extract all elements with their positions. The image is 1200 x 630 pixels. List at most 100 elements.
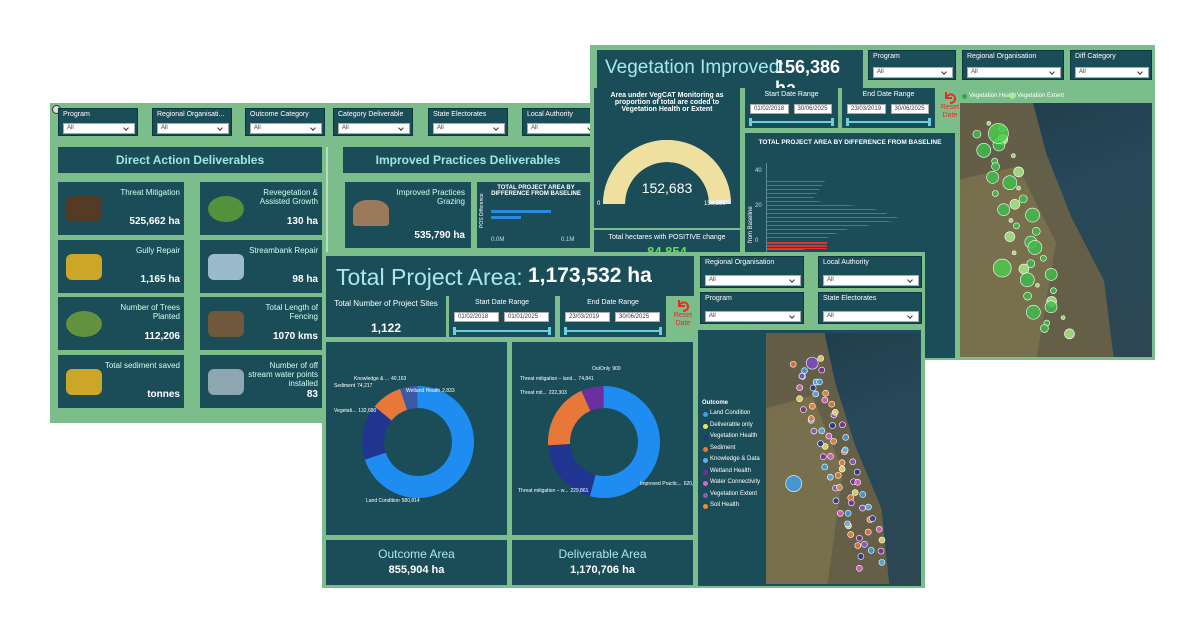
title-total: 1,173,532 ha xyxy=(528,264,652,287)
kpi-label: Number of Trees Planted xyxy=(120,303,180,321)
map-site xyxy=(834,472,842,479)
positive-label: Total hectares with POSITIVE change xyxy=(608,234,726,241)
date-range: End Date Range 23/03/2019 30/06/2025 xyxy=(560,296,666,337)
date-to[interactable]: 30/06/2025 xyxy=(615,312,660,322)
filter-select[interactable]: All xyxy=(250,123,322,134)
map-site xyxy=(789,360,797,368)
map-site xyxy=(854,478,862,486)
data-label-value: 580,814 xyxy=(402,498,420,504)
legend-dot xyxy=(703,423,708,429)
filter-label: Program xyxy=(705,295,732,302)
x-tick-label: 0.0M xyxy=(491,237,505,243)
date-to[interactable]: 01/01/2025 xyxy=(504,312,549,322)
map-legend: Vegetation Health Vegetation Extent xyxy=(962,93,1142,103)
chevron xyxy=(907,313,913,319)
graphic: Land Condition 580,814 Vegetati... 132,680 S… xyxy=(334,376,474,504)
filter-select[interactable]: All xyxy=(527,123,599,134)
filter-select[interactable]: All xyxy=(705,275,801,286)
filter-label: Regional Organisation xyxy=(705,259,775,266)
map-site xyxy=(1023,291,1032,301)
date-range: Start Date Range 01/02/2018 30/06/2025 xyxy=(745,88,838,128)
chevron xyxy=(789,313,795,319)
date-label: Start Date Range xyxy=(764,91,819,98)
filter: State Electorates All xyxy=(818,292,922,324)
donut-segment xyxy=(589,386,660,498)
gauge-fill xyxy=(603,140,731,204)
map-site xyxy=(867,547,875,554)
sites-card: Total Number of Project Sites 1,122 xyxy=(326,296,446,337)
donut-segment xyxy=(416,386,418,409)
slider-handle xyxy=(749,118,752,126)
date-from[interactable]: 23/03/2019 xyxy=(847,104,886,114)
date-to[interactable]: 30/06/2025 xyxy=(890,104,929,114)
reset-date[interactable]: Reset Date xyxy=(670,298,696,336)
map-site xyxy=(1013,166,1024,178)
date-to[interactable]: 30/06/2025 xyxy=(793,104,832,114)
map-site xyxy=(830,437,837,445)
map-site xyxy=(841,446,849,454)
title-box: Total Project Area: 1,173,532 ha xyxy=(326,256,694,296)
x-tick-label: 0.1M xyxy=(561,237,575,243)
date-from[interactable]: 01/02/2018 xyxy=(750,104,789,114)
date-from[interactable]: 23/03/2019 xyxy=(565,312,610,322)
map-site xyxy=(1044,300,1058,314)
area-value: 1,170,706 ha xyxy=(570,564,635,576)
reset-date[interactable]: Reset Date xyxy=(937,90,963,128)
filter-select[interactable]: All xyxy=(705,311,801,322)
bar xyxy=(491,210,551,213)
filter-select[interactable]: All xyxy=(338,123,410,134)
filter: Diff Category All xyxy=(1070,50,1152,80)
legend-label: Wetland Health xyxy=(710,467,751,474)
filter-select[interactable]: All xyxy=(967,67,1061,78)
slider-handle xyxy=(846,118,849,126)
filter-select[interactable]: All xyxy=(63,123,135,134)
map-site xyxy=(1013,222,1020,230)
filter-select[interactable]: All xyxy=(433,123,505,134)
donut-card: Land Condition 580,814 Vegetati... 132,680 S… xyxy=(326,342,507,535)
legend-dot xyxy=(1010,94,1015,99)
map-site xyxy=(849,458,857,466)
map-site xyxy=(1027,240,1043,255)
filter-select[interactable]: All xyxy=(823,311,919,322)
map-site xyxy=(865,503,872,511)
donut-segment xyxy=(400,386,418,410)
graphic: Improved Practic...620,790 Threat mitigat… xyxy=(518,366,693,498)
filter-select[interactable]: All xyxy=(873,67,953,78)
map-site xyxy=(785,475,803,492)
chevron xyxy=(217,125,223,131)
filter-select[interactable]: All xyxy=(1075,67,1149,78)
legend-label: Soil Health xyxy=(710,502,740,508)
graphic xyxy=(766,333,890,584)
filter-label: State Electorates xyxy=(433,111,487,118)
chevron xyxy=(398,125,404,131)
date-label: End Date Range xyxy=(587,299,639,306)
map-site xyxy=(986,170,999,184)
area-label: Deliverable Area xyxy=(558,547,647,561)
filter: Regional Organisation All xyxy=(700,256,804,288)
legend-dot xyxy=(703,504,708,509)
kpi-card: Number of Trees Planted 112,206 xyxy=(58,297,184,350)
filter: Program All xyxy=(58,108,138,136)
map-site xyxy=(796,395,803,402)
data-label-category: Threat mit... xyxy=(520,390,547,396)
map-site xyxy=(997,203,1010,216)
kpi-value: 83 xyxy=(306,389,318,400)
donut-segment xyxy=(362,406,392,460)
filter-select[interactable]: All xyxy=(157,123,229,134)
map-site xyxy=(1044,268,1058,281)
map-site xyxy=(856,534,863,542)
donut-segment xyxy=(374,388,408,421)
filter-select[interactable]: All xyxy=(823,275,919,286)
map-site xyxy=(878,559,886,566)
date-from[interactable]: 01/02/2018 xyxy=(454,312,499,322)
map-site xyxy=(1040,254,1047,262)
map-site xyxy=(859,491,867,498)
map-site xyxy=(838,465,846,473)
donut-segment xyxy=(548,444,596,497)
outcome-legend: Outcome Land Condition Deliverable only Veg… xyxy=(698,330,921,586)
map xyxy=(766,333,920,584)
sites-value: 1,122 xyxy=(370,321,402,335)
map xyxy=(960,103,1152,357)
data-label: Sediment 74,217 xyxy=(334,383,373,389)
slider-handle xyxy=(659,327,662,335)
